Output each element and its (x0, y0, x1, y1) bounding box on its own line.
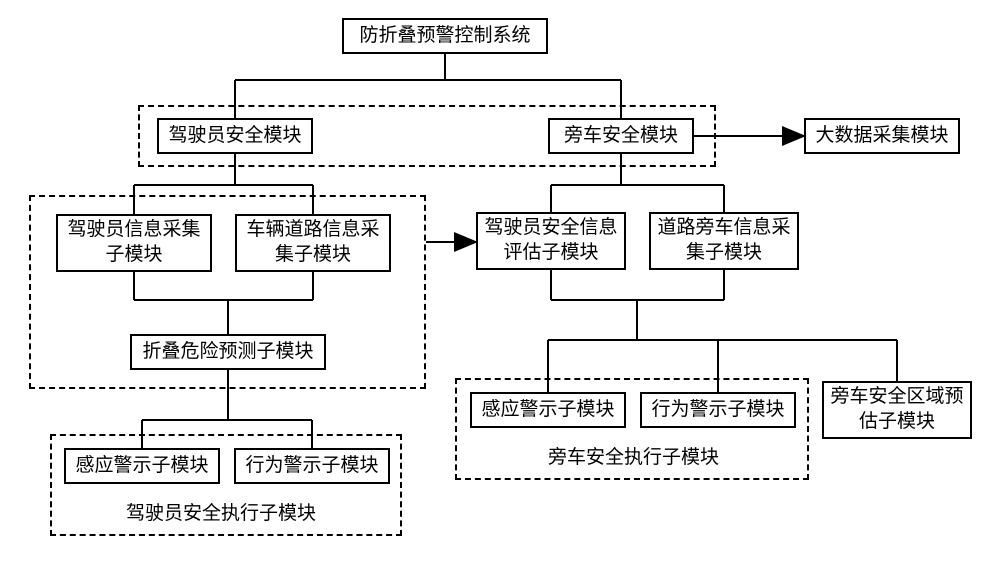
node-root: 防折叠预警控制系统 (342, 18, 548, 54)
node-side-behavior-warn: 行为警示子模块 (640, 392, 796, 428)
node-driver-behavior-warn: 行为警示子模块 (234, 448, 390, 484)
node-driver-sense-warn: 感应警示子模块 (64, 448, 220, 484)
node-bigdata-module: 大数据采集模块 (804, 118, 960, 154)
group-driver-exec-label: 驾驶员安全执行子模块 (126, 498, 316, 525)
node-fold-danger-predict: 折叠危险预测子模块 (130, 334, 326, 370)
node-driver-info-collect: 驾驶员信息采集子模块 (56, 214, 212, 272)
node-vehicle-road-info-collect: 车辆道路信息采集子模块 (235, 214, 391, 272)
node-driver-safety-module: 驾驶员安全模块 (157, 118, 313, 154)
node-side-sense-warn: 感应警示子模块 (470, 392, 626, 428)
node-driver-safety-eval: 驾驶员安全信息评估子模块 (476, 212, 626, 270)
node-side-vehicle-safety-module: 旁车安全模块 (548, 118, 694, 154)
group-side-exec-label: 旁车安全执行子模块 (548, 442, 719, 469)
node-side-safe-zone-predict: 旁车安全区域预估子模块 (822, 381, 972, 439)
diagram-canvas: 驾驶员安全执行子模块 旁车安全执行子模块 防折叠预警控制系统 驾驶员安全模块 旁… (0, 0, 1000, 571)
node-road-side-vehicle-collect: 道路旁车信息采集子模块 (649, 212, 799, 270)
